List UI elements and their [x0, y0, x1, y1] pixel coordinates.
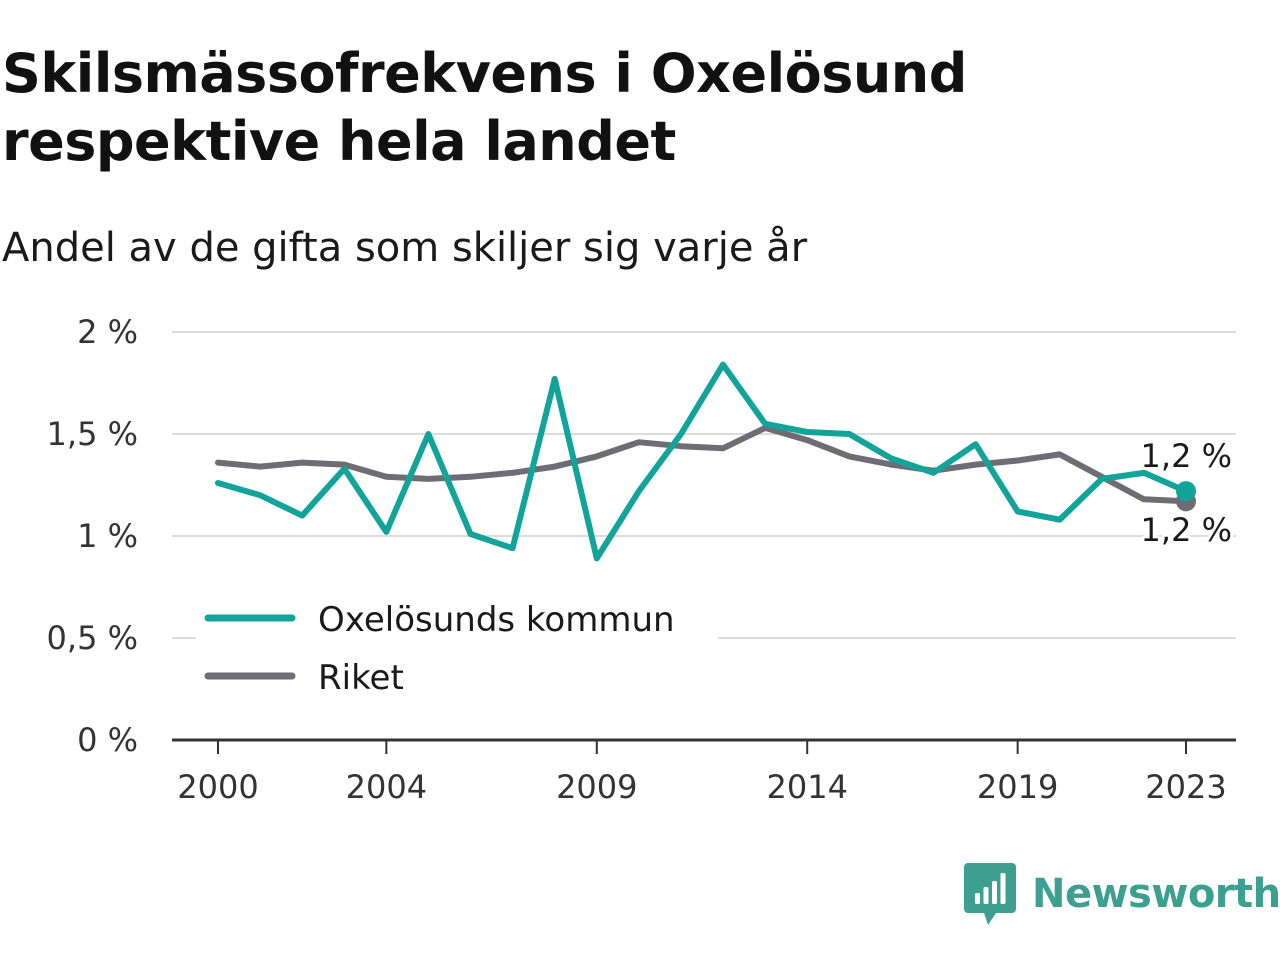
- newsworthy-logo: Newsworthy: [964, 862, 1280, 926]
- newsworthy-logo-icon: [964, 863, 1016, 925]
- x-tick-label: 2009: [556, 768, 637, 806]
- x-tick-label: 2019: [977, 768, 1058, 806]
- y-tick-label: 1 %: [77, 517, 138, 555]
- chart-subtitle: Andel av de gifta som skiljer sig varje …: [2, 225, 808, 271]
- y-tick-label: 0 %: [77, 721, 138, 759]
- legend: Oxelösunds kommun Riket: [196, 592, 718, 710]
- series-line-oxelosund: [215, 361, 1189, 562]
- y-tick-label: 1,5 %: [47, 415, 138, 453]
- x-tick-label: 2023: [1145, 768, 1226, 806]
- y-axis-ticks: 0 % 0,5 % 1 % 1,5 % 2 %: [47, 313, 138, 759]
- end-label-riket: 1,2 %: [1141, 511, 1232, 549]
- legend-label-oxelosund: Oxelösunds kommun: [318, 600, 675, 640]
- legend-background: [196, 592, 718, 710]
- y-tick-label: 2 %: [77, 313, 138, 351]
- end-label-oxelosund: 1,2 %: [1141, 437, 1232, 475]
- series: [215, 361, 1196, 562]
- end-labels: 1,2 % 1,2 %: [1138, 434, 1235, 552]
- x-tick-label: 2004: [346, 768, 427, 806]
- end-point-oxelosund: [1176, 481, 1196, 502]
- series-line-riket: [215, 424, 1189, 505]
- legend-label-riket: Riket: [318, 658, 404, 698]
- newsworthy-logo-text: Newsworthy: [1032, 871, 1280, 917]
- x-tick-label: 2000: [177, 768, 258, 806]
- x-tick-label: 2014: [766, 768, 847, 806]
- chart-title: Skilsmässofrekvens i Oxelösund respektiv…: [2, 42, 967, 173]
- x-axis: 2000 2004 2009 2014 2019 2023: [172, 738, 1236, 806]
- y-tick-label: 0,5 %: [47, 619, 138, 657]
